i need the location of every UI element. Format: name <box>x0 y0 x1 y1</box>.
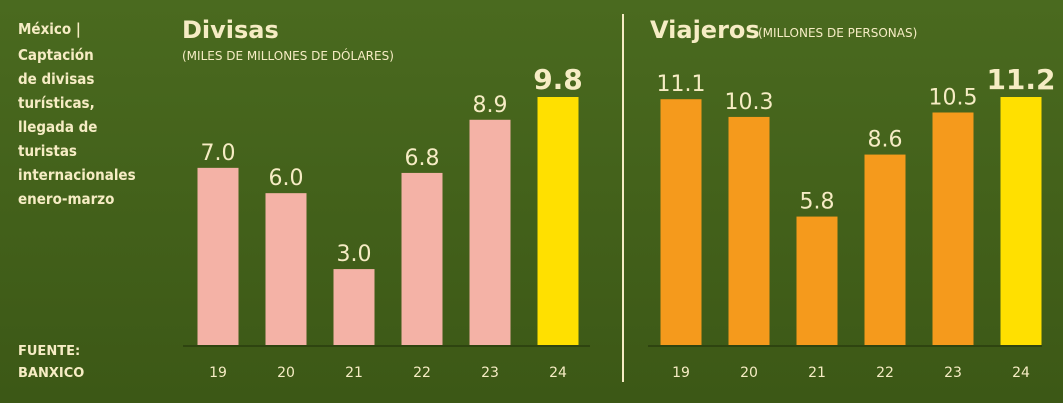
bar <box>660 99 702 345</box>
source-label: FUENTE: <box>18 344 80 359</box>
x-tick-label: 19 <box>209 365 227 381</box>
sidebar-line: llegada de <box>18 118 97 136</box>
sidebar-line: turísticas, <box>18 94 95 112</box>
bar <box>265 193 307 345</box>
chart-subtitle: (MILLONES DE PERSONAS) <box>758 26 917 40</box>
sidebar-line: de divisas <box>18 70 94 88</box>
x-tick-label: 24 <box>1012 365 1030 381</box>
sidebar-line: turistas <box>18 142 77 160</box>
sidebar-line: Captación <box>18 46 94 64</box>
value-label: 11.2 <box>986 63 1055 96</box>
value-label: 7.0 <box>201 141 236 166</box>
x-tick-label: 20 <box>740 365 758 381</box>
value-label: 9.8 <box>533 63 583 96</box>
source: BANXICO <box>18 366 84 381</box>
chart-title: Divisas <box>182 16 279 44</box>
sidebar-heading: México | <box>18 20 81 39</box>
chart-title: Viajeros <box>650 16 760 44</box>
value-label: 10.3 <box>725 90 774 115</box>
value-label: 10.5 <box>929 86 978 111</box>
bar <box>864 154 906 345</box>
x-tick-label: 20 <box>277 365 295 381</box>
x-tick-label: 21 <box>808 365 826 381</box>
value-label: 11.1 <box>657 72 706 97</box>
bar <box>333 269 375 345</box>
value-label: 8.6 <box>868 128 903 153</box>
value-label: 6.8 <box>405 146 440 171</box>
bar <box>932 112 974 345</box>
value-label: 6.0 <box>269 166 304 191</box>
value-label: 8.9 <box>473 93 508 118</box>
sidebar-line: internacionales <box>18 166 136 184</box>
chart-subtitle: (MILES DE MILLONES DE DÓLARES) <box>182 48 394 63</box>
bar <box>469 119 511 345</box>
x-tick-label: 21 <box>345 365 363 381</box>
x-tick-label: 23 <box>481 365 499 381</box>
bar <box>197 167 239 345</box>
x-tick-label: 22 <box>876 365 894 381</box>
x-tick-label: 24 <box>549 365 567 381</box>
x-tick-label: 23 <box>944 365 962 381</box>
x-tick-label: 19 <box>672 365 690 381</box>
value-label: 5.8 <box>800 190 835 215</box>
value-label: 3.0 <box>337 242 372 267</box>
x-tick-label: 22 <box>413 365 431 381</box>
sidebar: México | Captación de divisas turísticas, ll… <box>18 20 136 381</box>
bar <box>537 97 579 345</box>
bar <box>728 116 770 345</box>
bar <box>796 216 838 345</box>
bar <box>401 172 443 345</box>
bar <box>1000 97 1042 345</box>
sidebar-line: enero-marzo <box>18 190 114 208</box>
